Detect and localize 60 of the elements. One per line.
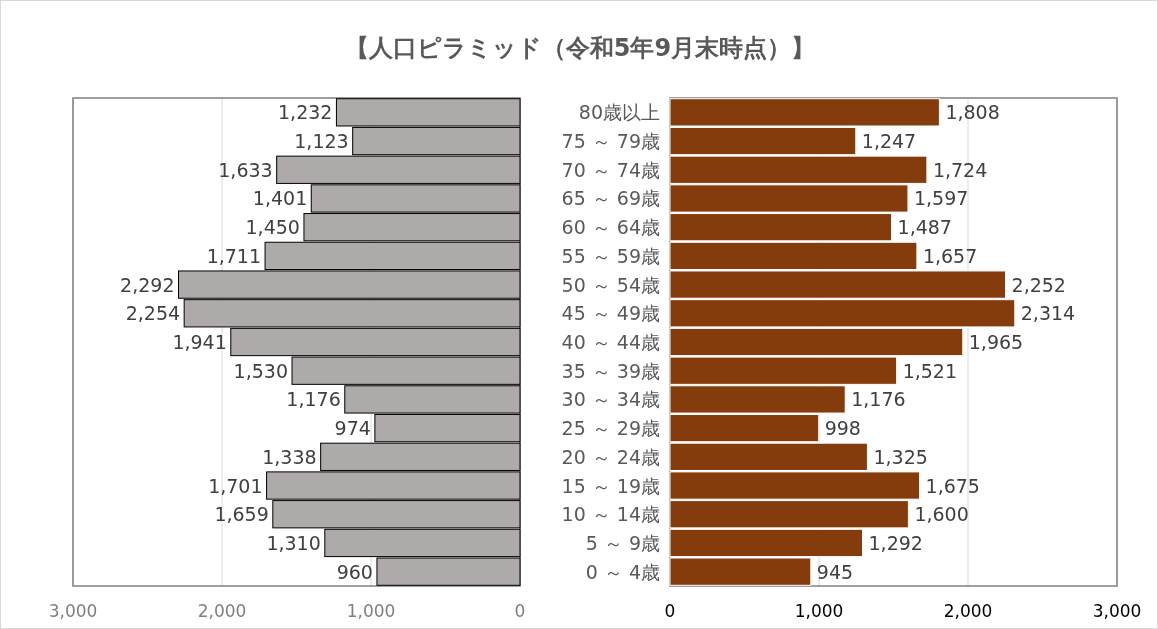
data-label: 1,450: [245, 216, 300, 239]
data-label: 1,338: [262, 445, 317, 468]
data-label: 1,724: [932, 158, 988, 181]
data-label: 998: [824, 417, 861, 440]
y-tick-label: 80歳以上: [578, 101, 660, 124]
data-label: 1,808: [945, 101, 1000, 124]
y-tick-label: 60 ～ 64歳: [561, 216, 660, 239]
data-label: 945: [816, 560, 854, 583]
data-label: 1,675: [925, 474, 980, 497]
y-tick-label: 5 ～ 9歳: [585, 531, 660, 554]
y-tick-label: 25 ～ 29歳: [561, 417, 660, 440]
y-tick-label: 55 ～ 59歳: [561, 244, 660, 267]
data-label: 1,711: [206, 244, 262, 267]
data-label: 1,657: [922, 244, 978, 267]
data-label: 1,701: [208, 474, 263, 497]
y-tick-label: 50 ～ 54歳: [561, 273, 660, 296]
data-label: 1,325: [873, 445, 928, 468]
data-label: 2,292: [120, 273, 175, 296]
data-label: 1,633: [218, 158, 273, 181]
data-label: 2,314: [1020, 302, 1076, 325]
y-tick-label: 0 ～ 4歳: [585, 560, 660, 583]
y-tick-label: 10 ～ 14歳: [561, 503, 660, 526]
data-label: 1,941: [172, 331, 227, 353]
y-tick-label: 15 ～ 19歳: [561, 474, 660, 497]
x-tick-label: 1,000: [794, 601, 844, 621]
y-tick-label: 35 ～ 39歳: [561, 359, 660, 382]
data-label: 960: [336, 560, 373, 583]
data-label: 1,176: [851, 388, 906, 411]
data-label: 1,310: [266, 531, 321, 554]
y-tick-label: 30 ～ 34歳: [561, 388, 660, 411]
y-tick-label: 70 ～ 74歳: [561, 158, 660, 181]
x-tick-label: 0: [664, 601, 676, 621]
y-tick-label: 40 ～ 44歳: [561, 331, 660, 353]
data-label: 1,247: [861, 130, 917, 153]
data-label: 1,232: [278, 101, 333, 124]
text: 【人口ピラミッド（令和5年9月末時点）】: [344, 34, 816, 62]
data-label: 1,487: [897, 216, 952, 239]
data-label: 1,123: [294, 130, 349, 153]
x-tick-label: 3,000: [48, 601, 98, 621]
x-tick-label: 3,000: [1092, 601, 1142, 621]
y-tick-label: 20 ～ 24歳: [561, 445, 660, 468]
data-label: 1,597: [913, 187, 969, 210]
data-label: 1,292: [868, 531, 923, 554]
data-label: 1,176: [286, 388, 341, 411]
data-label: 1,600: [914, 503, 969, 526]
x-tick-label: 1,000: [346, 601, 396, 621]
data-label: 2,254: [125, 302, 181, 325]
y-tick-label: 65 ～ 69歳: [561, 187, 660, 210]
data-label: 1,401: [252, 187, 308, 210]
data-label: 1,521: [902, 359, 958, 382]
x-tick-label: 0: [514, 601, 526, 621]
x-tick-label: 2,000: [943, 601, 993, 621]
y-tick-label: 75 ～ 79歳: [561, 130, 660, 153]
data-label: 1,965: [968, 331, 1024, 353]
data-label: 2,252: [1011, 273, 1066, 296]
data-label: 974: [334, 417, 371, 440]
data-label: 1,530: [233, 359, 289, 382]
x-tick-label: 2,000: [197, 601, 247, 621]
data-label: 1,659: [214, 503, 269, 526]
y-tick-label: 45 ～ 49歳: [561, 302, 660, 325]
